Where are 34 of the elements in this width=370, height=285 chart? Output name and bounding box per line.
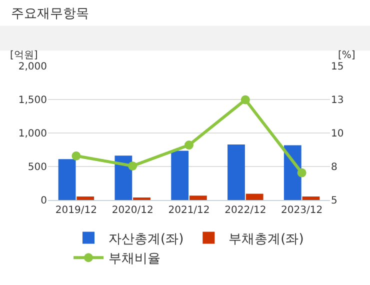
bar — [171, 150, 189, 200]
legend-label: 부채총계(좌) — [228, 232, 304, 247]
y-axis-title: [억원] — [10, 50, 38, 61]
bar — [302, 196, 320, 200]
y2-tick-label: 5 — [331, 196, 338, 206]
legend-label: 자산총계(좌) — [108, 232, 184, 247]
point — [184, 140, 194, 150]
x-tick-label: 2020/12 — [112, 205, 154, 216]
bar — [189, 196, 207, 200]
y-tick-label: 1,000 — [18, 128, 47, 140]
y2-tick-label: 13 — [331, 95, 344, 106]
bar — [114, 156, 132, 200]
y2-tick-label: 8 — [331, 162, 338, 173]
point — [240, 95, 250, 104]
bar — [246, 194, 264, 200]
point — [128, 161, 138, 170]
x-tick-label: 2022/12 — [224, 205, 266, 216]
legend-label: 부채비율 — [108, 252, 160, 267]
x-tick-label: 2023/12 — [281, 205, 323, 216]
y-tick-label: 0 — [40, 196, 47, 206]
y-tick-label: 500 — [28, 162, 47, 173]
y2-tick-label: 10 — [331, 128, 344, 140]
y2-tick-label: 15 — [331, 62, 344, 72]
point — [297, 168, 306, 178]
x-tick-label: 2019/12 — [55, 205, 97, 216]
y2-axis-title: [%] — [338, 50, 356, 61]
y-tick-label: 2,000 — [18, 62, 47, 72]
bar — [228, 144, 245, 200]
x-tick-label: 2021/12 — [168, 205, 210, 216]
point — [72, 151, 81, 160]
bar — [58, 159, 76, 200]
chart-title: 주요재무항목 — [11, 6, 90, 22]
y-tick-label: 1,500 — [18, 95, 47, 106]
bar — [76, 196, 94, 200]
